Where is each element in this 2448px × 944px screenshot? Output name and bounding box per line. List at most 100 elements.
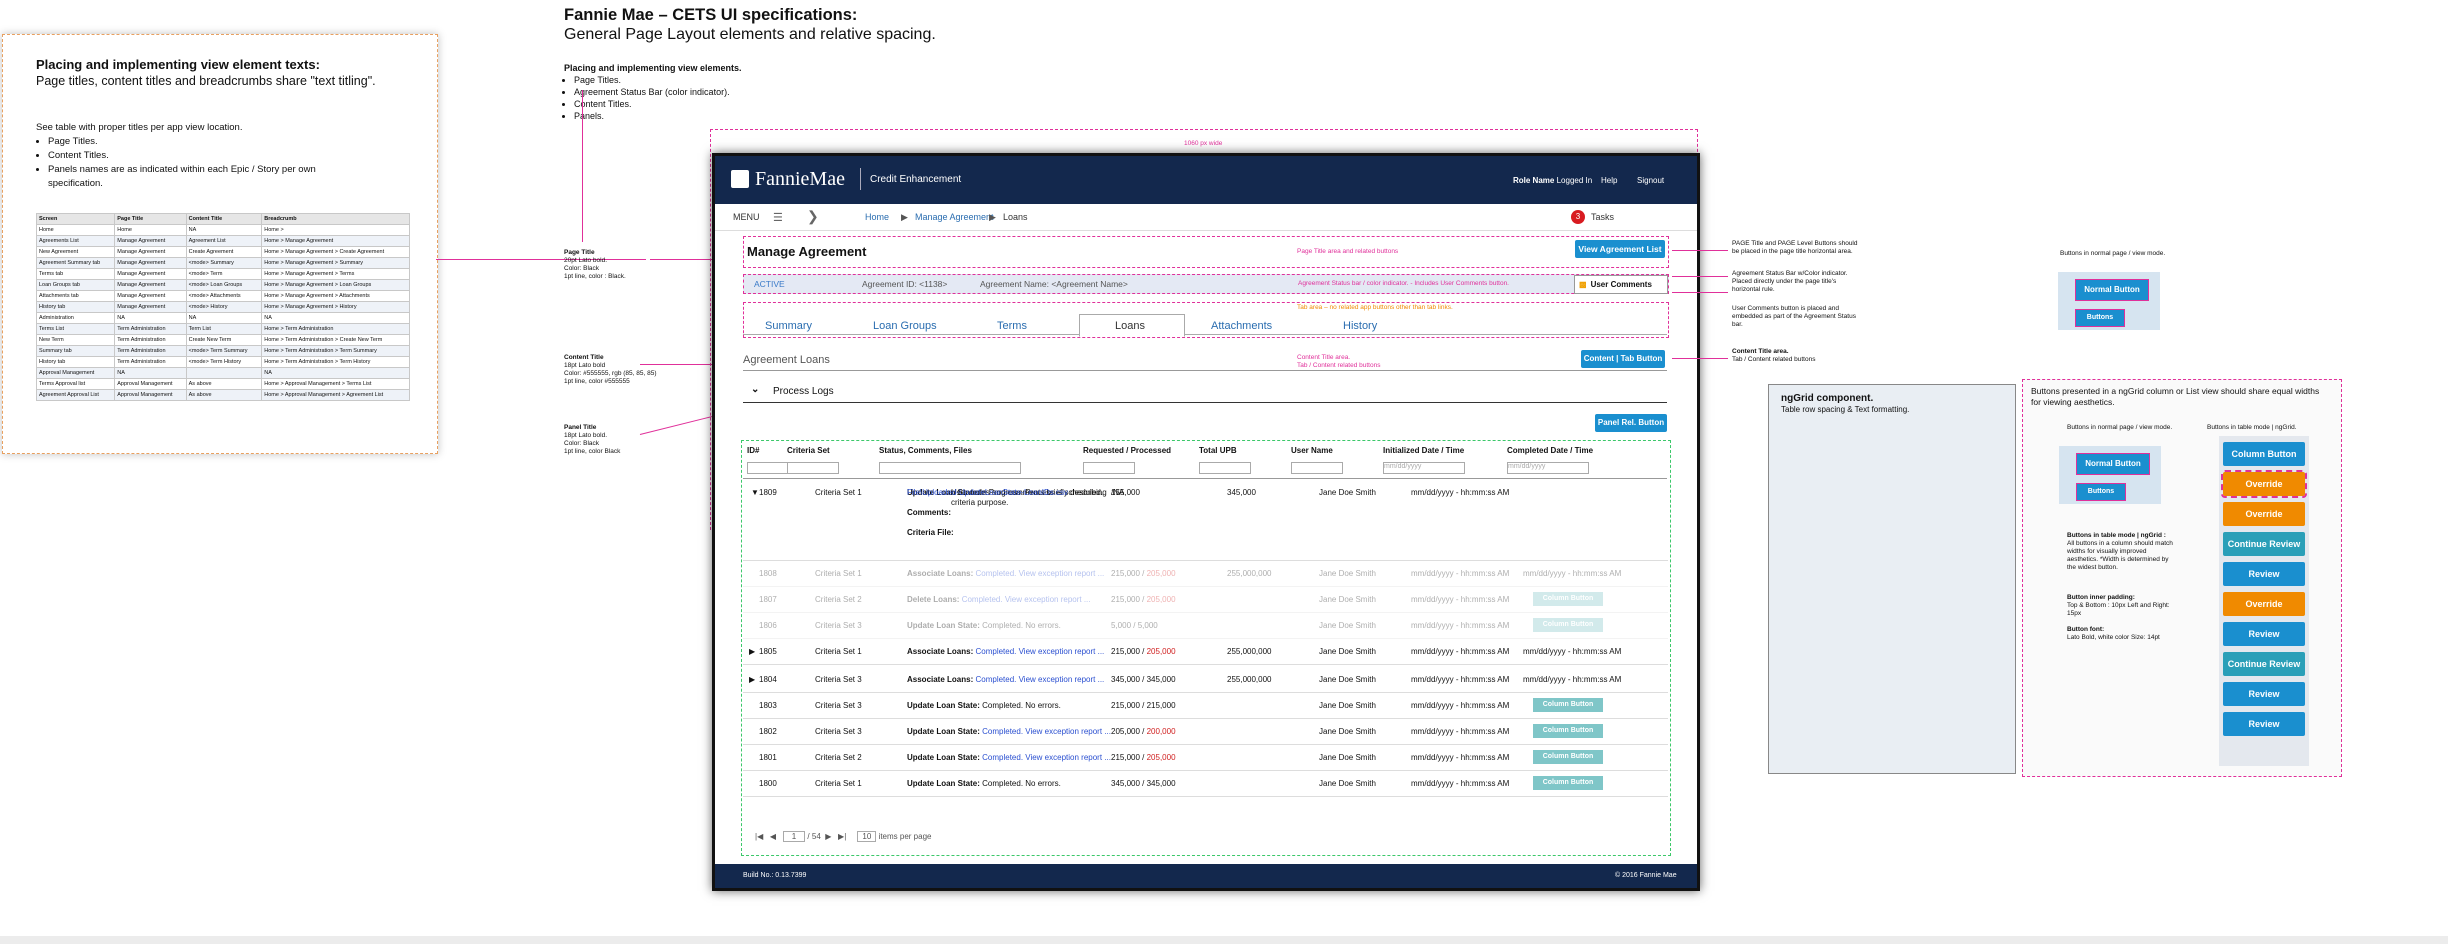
spec-subtitle: General Page Layout elements and relativ… [564, 26, 936, 43]
page-title-area-note: Page Title area and related buttons [1297, 248, 1399, 255]
panel-related-button[interactable]: Panel Rel. Button [1595, 414, 1667, 432]
breadcrumb-manage[interactable]: Manage Agreement [915, 212, 994, 222]
view-agreement-list-button[interactable]: View Agreement List [1575, 240, 1665, 258]
menu-label[interactable]: MENU [733, 212, 760, 222]
column-filter-input[interactable]: mm/dd/yyyy [1507, 462, 1589, 474]
column-filter-input[interactable] [879, 462, 1021, 474]
table-cell: Manage Agreement [114, 246, 187, 258]
column-button[interactable]: Column Button [1533, 750, 1603, 764]
collapse-icon[interactable]: ▼ [751, 488, 759, 497]
breadcrumb-home[interactable]: Home [865, 212, 890, 222]
table-row[interactable]: 1808 Criteria Set 1 215,000 / 205,000 255,0… [743, 562, 1668, 587]
column-button[interactable]: Column Button [1533, 698, 1603, 712]
column-button[interactable]: Review [2223, 622, 2305, 646]
column-header[interactable]: Initialized Date / Time [1383, 446, 1465, 455]
table-cell: History tab [35, 301, 116, 313]
last-page-icon[interactable]: ▶| [838, 832, 847, 841]
tab-loan-groups[interactable]: Loan Groups [873, 320, 937, 332]
table-row[interactable]: 1807 Criteria Set 2 215,000 / 205,000 Jane … [743, 588, 1668, 613]
column-filter-input[interactable]: mm/dd/yyyy [1383, 462, 1465, 474]
table-row[interactable]: ▶ 1804 Criteria Set 3 345,000 / 345,000 255,… [743, 668, 1668, 693]
tab-loans[interactable]: Loans [1115, 320, 1145, 332]
table-cell: Home > [261, 224, 410, 236]
cell-status: Update Loan State: Completed. No errors. [907, 701, 1061, 710]
table-cell: Manage Agreement [114, 235, 187, 247]
page-total: / 54 [807, 832, 821, 841]
column-header[interactable]: ID# [747, 446, 760, 455]
column-button[interactable]: Review [2223, 712, 2305, 736]
cell-init: mm/dd/yyyy - hh:mm:ss AM [1411, 675, 1510, 684]
tab-summary[interactable]: Summary [765, 320, 813, 332]
tab-loans-active[interactable] [1079, 314, 1185, 337]
small-button-sample[interactable]: Buttons [2075, 309, 2125, 327]
column-button[interactable]: Override [2223, 502, 2305, 526]
table-row[interactable]: 1803 Criteria Set 3 215,000 / 215,000 Jane … [743, 694, 1668, 719]
expand-icon[interactable]: ▶ [749, 647, 756, 656]
column-button[interactable]: Column Button [1533, 618, 1603, 632]
tab-attachments[interactable]: Attachments [1211, 320, 1273, 332]
table-cell: Manage Agreement [114, 290, 187, 302]
table-row[interactable]: ▶ 1805 Criteria Set 1 215,000 / 205,000 255,… [743, 640, 1668, 665]
next-page-icon[interactable]: ▶ [825, 832, 832, 841]
expand-icon[interactable]: ▶ [749, 675, 756, 684]
cell-init: mm/dd/yyyy - hh:mm:ss AM [1411, 727, 1510, 736]
cell-init: mm/dd/yyyy - hh:mm:ss AM [1411, 488, 1510, 497]
title-table-header-cell: Content Title [185, 213, 263, 225]
user-comments-button[interactable]: ▩ User Comments [1574, 275, 1668, 294]
panel-title-annotation: Panel Title 18pt Lato bold. Color: Black 1p… [564, 424, 621, 455]
first-page-icon[interactable]: |◀ [755, 832, 764, 841]
column-header[interactable]: Completed Date / Time [1507, 446, 1594, 455]
tasks-badge: 3 [1571, 210, 1585, 224]
column-button[interactable]: Column Button [1533, 724, 1603, 738]
table-row[interactable]: 1802 Criteria Set 3 205,000 / 200,000 Jane … [743, 720, 1668, 745]
lead-bullet: Content Titles. [574, 98, 742, 110]
help-link[interactable]: Help [1601, 176, 1618, 185]
lead-bullet: Panels. [574, 110, 742, 122]
column-header[interactable]: Requested / Processed [1083, 446, 1172, 455]
signout-link[interactable]: Signout [1637, 176, 1665, 185]
column-button[interactable]: Column Button [2223, 442, 2305, 466]
column-button[interactable]: Column Button [1533, 592, 1603, 606]
table-cell: Home > Manage Agreement > Loan Groups [261, 279, 410, 291]
column-button[interactable]: Column Button [1533, 776, 1603, 790]
column-button[interactable]: Review [2223, 682, 2305, 706]
column-filter-input[interactable] [1199, 462, 1251, 474]
tab-terms[interactable]: Terms [997, 320, 1027, 332]
cell-status: Associate Loans: Completed. View excepti… [907, 647, 1105, 656]
column-filter-input[interactable] [1083, 462, 1135, 474]
normal-button-sample[interactable]: Normal Button [2076, 453, 2150, 475]
column-header[interactable]: User Name [1291, 446, 1333, 455]
tasks-link[interactable]: Tasks [1591, 212, 1615, 222]
prev-page-icon[interactable]: ◀ [769, 832, 777, 841]
column-button[interactable]: Override [2221, 470, 2307, 498]
column-button[interactable]: Continue Review [2223, 652, 2305, 676]
table-cell: New Agreement [35, 246, 116, 258]
column-button[interactable]: Continue Review [2223, 532, 2305, 556]
small-button-sample[interactable]: Buttons [2076, 483, 2126, 501]
chevron-down-icon[interactable]: ⌄ [751, 384, 760, 395]
table-row[interactable]: 1801 Criteria Set 2 215,000 / 205,000 Jane … [743, 746, 1668, 771]
hamburger-icon[interactable]: ☰ [773, 212, 783, 224]
pager: |◀ ◀ 1 / 54 ▶ ▶| 10 items per page [755, 831, 931, 842]
column-button[interactable]: Override [2223, 592, 2305, 616]
tab-history[interactable]: History [1343, 320, 1378, 332]
cell-criteria: Criteria Set 1 [815, 488, 862, 497]
table-row-expanded: ▼ 1809 Criteria Set 1 Update Loan State:… [743, 480, 1668, 561]
column-button[interactable]: Review [2223, 562, 2305, 586]
page-size-select[interactable]: 10 [857, 831, 877, 842]
table-cell: New Term [35, 334, 116, 346]
content-tab-button[interactable]: Content | Tab Button [1581, 350, 1665, 368]
column-header[interactable]: Status, Comments, Files [879, 446, 972, 455]
normal-button-sample[interactable]: Normal Button [2075, 279, 2149, 301]
table-cell: NA [114, 312, 187, 324]
column-header[interactable]: Criteria Set [787, 446, 830, 455]
app-footer: Build No.: 0.13.7399 © 2016 Fannie Mae [715, 864, 1697, 888]
table-row[interactable]: 1806 Criteria Set 3 5,000 / 5,000 Jane Doe … [743, 614, 1668, 639]
page-input[interactable]: 1 [782, 831, 806, 842]
lead-title: Placing and implementing view elements. [564, 63, 742, 73]
table-row[interactable]: 1800 Criteria Set 1 345,000 / 345,000 Jane … [743, 772, 1668, 797]
column-filter-input[interactable] [1291, 462, 1343, 474]
column-header[interactable]: Total UPB [1199, 446, 1237, 455]
connector-line [1672, 358, 1728, 359]
column-filter-input[interactable] [787, 462, 839, 474]
